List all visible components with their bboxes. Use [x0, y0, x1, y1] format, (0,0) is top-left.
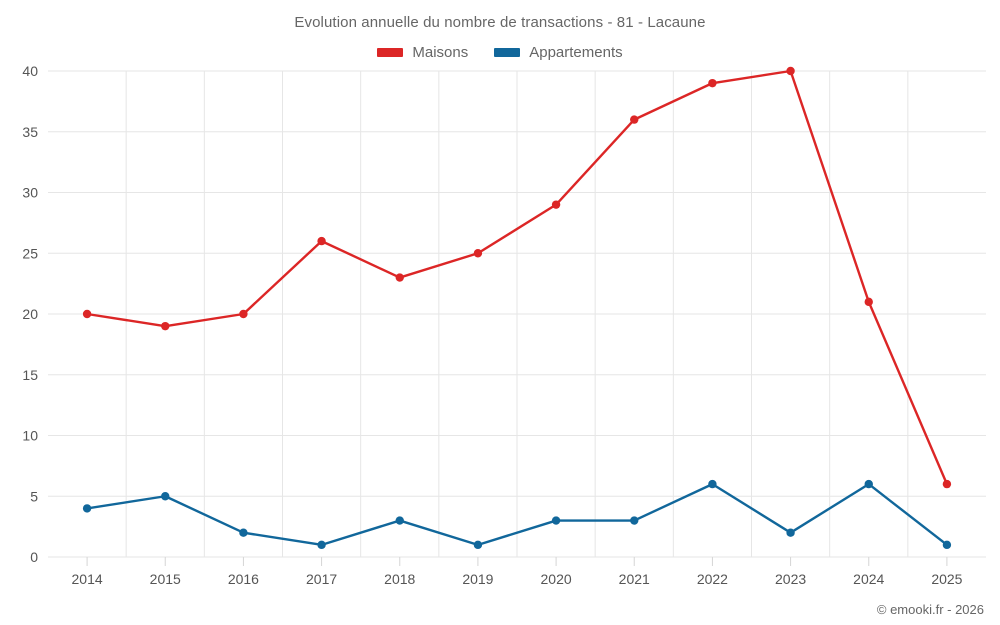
x-axis-tick-label: 2022 [697, 571, 728, 587]
data-point-appartements-2018[interactable] [395, 516, 404, 525]
x-axis-tick-label: 2023 [775, 571, 806, 587]
x-axis-tick-label: 2017 [306, 571, 337, 587]
legend-item-appartements[interactable]: Appartements [494, 44, 623, 61]
series-line-appartements [85, 482, 949, 547]
legend-swatch-appartements [494, 48, 521, 57]
y-axis-tick-label: 15 [22, 367, 38, 383]
data-point-maisons-2018[interactable] [395, 273, 404, 282]
x-axis-tick-label: 2021 [619, 571, 650, 587]
y-axis-tick-label: 0 [30, 549, 38, 565]
data-point-maisons-2020[interactable] [551, 200, 561, 209]
chart-legend: Maisons Appartements [0, 44, 1000, 61]
y-axis-tick-label: 25 [22, 245, 38, 261]
data-point-maisons-2025[interactable] [942, 479, 952, 489]
x-axis-tick-label: 2024 [853, 571, 884, 587]
data-point-maisons-2022[interactable] [708, 78, 717, 88]
legend-label-maisons: Maisons [412, 44, 469, 61]
data-point-maisons-2016[interactable] [239, 309, 248, 319]
x-axis-tick-label: 2025 [931, 571, 962, 587]
data-point-appartements-2016[interactable] [239, 528, 248, 537]
y-axis-tick-label: 20 [22, 306, 38, 322]
data-point-maisons-2023[interactable] [786, 66, 795, 76]
x-axis-tick-label: 2020 [541, 571, 572, 587]
data-point-maisons-2021[interactable] [630, 115, 639, 124]
x-axis-tick-label: 2014 [72, 571, 103, 587]
y-axis-tick-label: 10 [22, 428, 38, 444]
data-point-maisons-2017[interactable] [317, 236, 326, 246]
legend-label-appartements: Appartements [529, 44, 623, 61]
data-point-appartements-2025[interactable] [942, 540, 952, 550]
series-line-maisons [85, 69, 949, 486]
chart-title: Evolution annuelle du nombre de transact… [294, 14, 706, 31]
data-point-maisons-2024[interactable] [864, 297, 873, 307]
data-point-appartements-2015[interactable] [161, 492, 170, 501]
y-axis-tick-label: 40 [22, 63, 38, 79]
y-axis-tick-label: 30 [22, 185, 38, 201]
data-point-appartements-2024[interactable] [864, 479, 873, 489]
x-axis-tick-label: 2016 [228, 571, 259, 587]
data-point-maisons-2019[interactable] [473, 249, 483, 258]
y-axis-tick-label: 35 [22, 124, 38, 140]
legend-item-maisons[interactable]: Maisons [377, 44, 468, 61]
data-point-appartements-2020[interactable] [551, 516, 561, 525]
x-axis-tick-label: 2018 [384, 571, 415, 587]
data-point-maisons-2015[interactable] [161, 321, 170, 331]
data-point-appartements-2022[interactable] [708, 479, 717, 489]
data-point-appartements-2017[interactable] [317, 540, 326, 550]
data-point-appartements-2023[interactable] [786, 528, 795, 537]
y-axis-tick-label: 5 [30, 488, 38, 504]
credit-text: © emooki.fr - 2026 [876, 602, 984, 617]
x-axis-tick-label: 2019 [462, 571, 493, 587]
legend-swatch-maisons [377, 48, 404, 57]
data-point-maisons-2014[interactable] [82, 309, 92, 319]
data-point-appartements-2021[interactable] [630, 516, 639, 525]
data-point-appartements-2019[interactable] [473, 540, 483, 550]
data-point-appartements-2014[interactable] [82, 504, 92, 513]
x-axis-tick-label: 2015 [150, 571, 181, 587]
